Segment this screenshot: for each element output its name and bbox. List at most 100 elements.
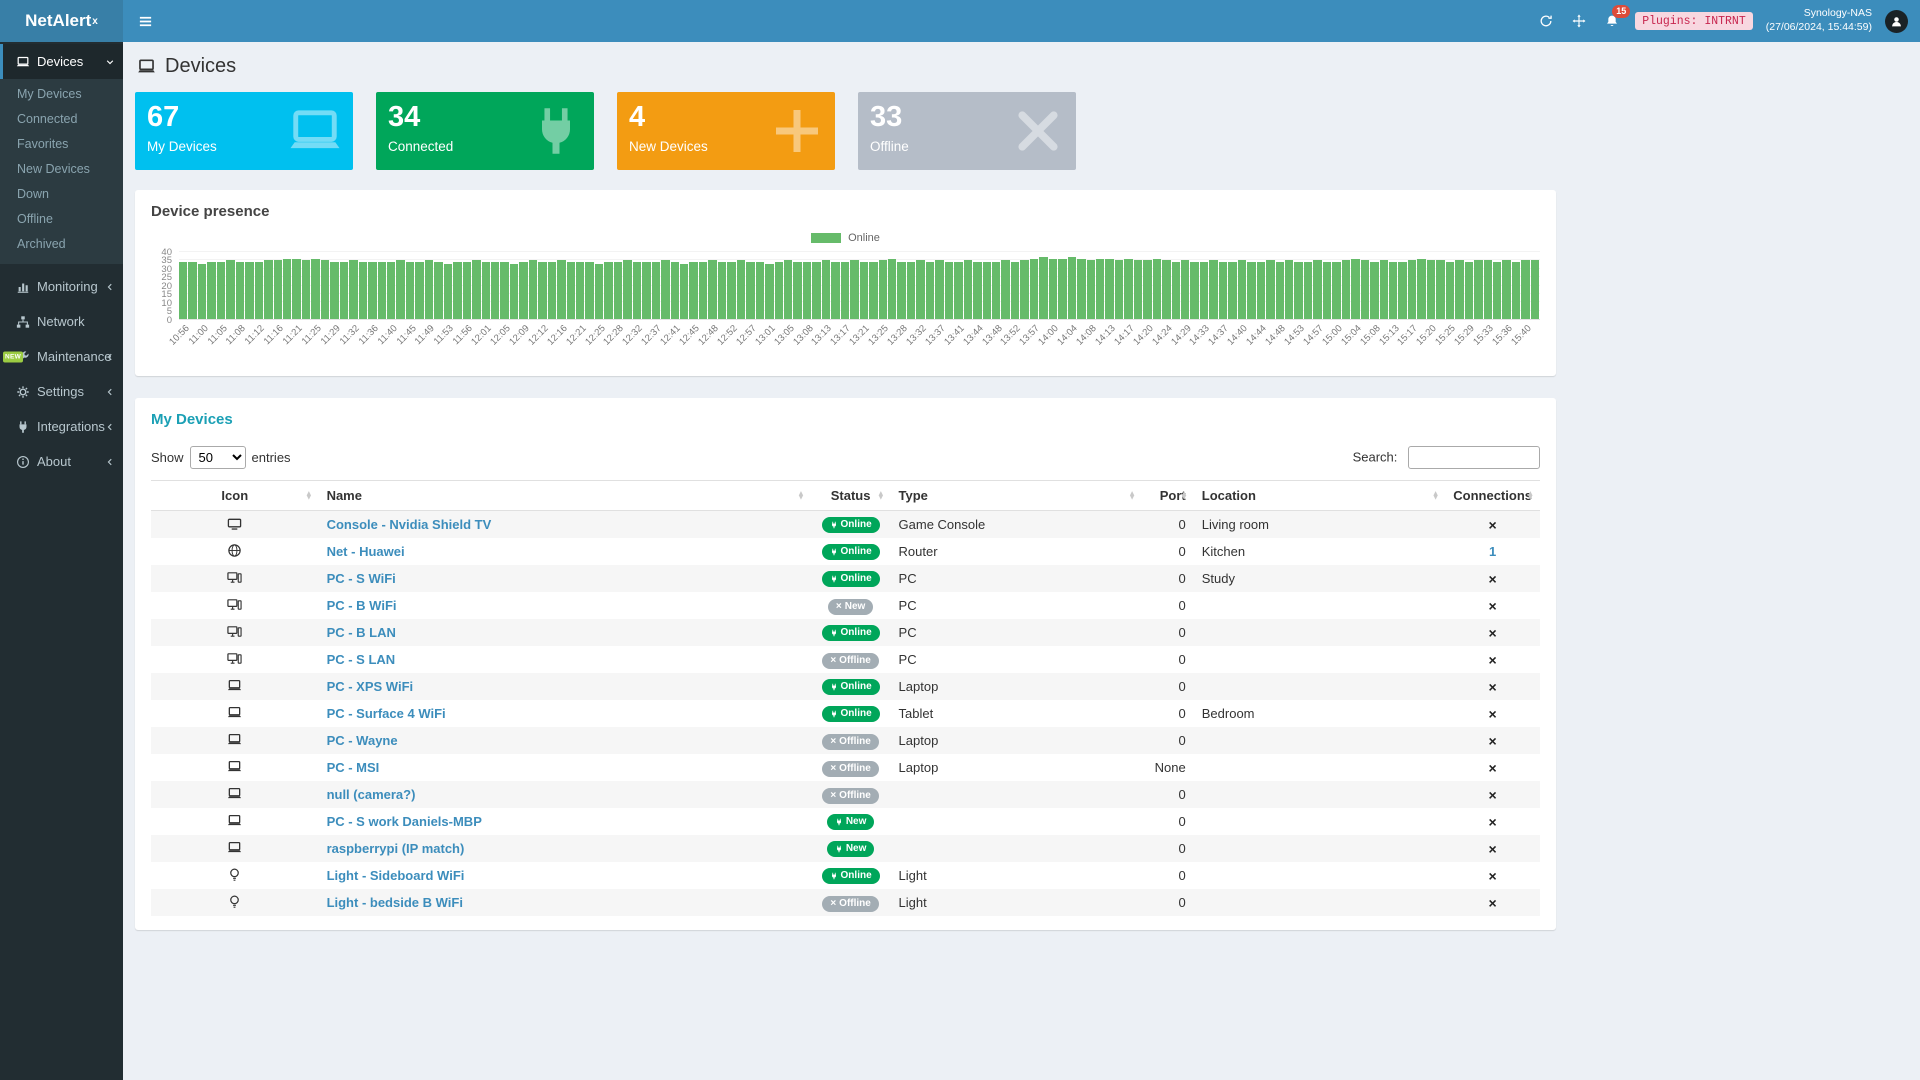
sidebar-subitem-new-devices[interactable]: New Devices bbox=[17, 161, 90, 176]
summary-box-offline[interactable]: 33 Offline bbox=[858, 92, 1076, 170]
sidebar-subitem-offline[interactable]: Offline bbox=[17, 211, 53, 226]
device-name-link[interactable]: PC - S work Daniels-MBP bbox=[326, 814, 482, 829]
connections-x-icon[interactable]: × bbox=[1488, 624, 1497, 641]
connections-x-icon[interactable]: × bbox=[1488, 678, 1497, 695]
device-name-link[interactable]: Light - bedside B WiFi bbox=[326, 895, 463, 910]
connections-x-icon[interactable]: × bbox=[1488, 786, 1497, 803]
chart-bar bbox=[1275, 262, 1285, 319]
sort-icon: ▲ ▼ bbox=[1128, 487, 1136, 502]
laptop-icon bbox=[227, 678, 242, 693]
chart-bar bbox=[1086, 260, 1095, 319]
plugins-status-label[interactable]: Plugins: INTRNT bbox=[1635, 12, 1753, 30]
column-header-port[interactable]: Port ▲ ▼ bbox=[1141, 480, 1194, 511]
column-header-name[interactable]: Name ▲ ▼ bbox=[318, 480, 811, 511]
connections-count-link[interactable]: 1 bbox=[1489, 544, 1497, 559]
sidebar-item-integrations[interactable]: Integrations bbox=[0, 409, 123, 444]
sort-icon: ▲ ▼ bbox=[1526, 487, 1534, 502]
sidebar-subitem-down[interactable]: Down bbox=[17, 186, 49, 201]
status-badge-online: Online bbox=[821, 624, 880, 641]
chart-bar bbox=[1237, 260, 1247, 319]
connections-x-icon[interactable]: × bbox=[1488, 516, 1497, 533]
chart-bar bbox=[1010, 262, 1020, 319]
sidebar-item-label: Integrations bbox=[37, 419, 105, 434]
status-badge-online: Online bbox=[821, 705, 880, 722]
column-header-connections[interactable]: Connections ▲ ▼ bbox=[1445, 480, 1540, 511]
device-status-cell: Online bbox=[811, 511, 891, 539]
device-port-cell: 0 bbox=[1178, 895, 1186, 910]
sidebar-item-network[interactable]: Network bbox=[0, 304, 123, 339]
sidebar-subitem-my-devices[interactable]: My Devices bbox=[17, 86, 82, 101]
chart-bar bbox=[1171, 262, 1181, 319]
column-header-icon[interactable]: Icon ▲ ▼ bbox=[151, 480, 319, 511]
status-badge-label: Online bbox=[840, 681, 872, 692]
chart-bar bbox=[1322, 262, 1332, 319]
device-name-link[interactable]: Net - Huawei bbox=[326, 544, 405, 559]
device-icon-cell bbox=[151, 511, 319, 539]
device-name-link[interactable]: PC - B WiFi bbox=[326, 598, 397, 613]
device-name-cell: PC - MSI bbox=[319, 754, 811, 781]
entries-select[interactable]: 50 bbox=[189, 446, 246, 469]
sidebar-item-monitoring[interactable]: Monitoring bbox=[0, 269, 123, 304]
status-badge-new: × New bbox=[827, 598, 874, 615]
connections-x-icon[interactable]: × bbox=[1488, 651, 1497, 668]
sidebar-item-settings[interactable]: Settings bbox=[0, 374, 123, 409]
refresh-button[interactable] bbox=[1536, 14, 1556, 28]
main-content: Devices 67 My Devices 34 Connected 4 New Devi… bbox=[123, 42, 1920, 1080]
notifications-button[interactable]: 15 bbox=[1602, 5, 1631, 28]
device-name-link[interactable]: PC - XPS WiFi bbox=[326, 679, 414, 694]
chart-bar bbox=[197, 263, 207, 319]
column-header-status[interactable]: Status ▲ ▼ bbox=[810, 480, 891, 511]
device-row: Light - Sideboard WiFi Online Light 0 × bbox=[151, 862, 1540, 889]
chart-bar bbox=[925, 262, 935, 319]
connections-x-icon[interactable]: × bbox=[1488, 813, 1497, 830]
device-name-link[interactable]: PC - S LAN bbox=[326, 652, 396, 667]
device-name-link[interactable]: PC - S WiFi bbox=[326, 571, 396, 586]
connections-x-icon[interactable]: × bbox=[1488, 597, 1497, 614]
connections-x-icon[interactable]: × bbox=[1488, 570, 1497, 587]
summary-box-new-devices[interactable]: 4 New Devices bbox=[617, 92, 835, 170]
device-name-link[interactable]: PC - B LAN bbox=[326, 625, 396, 640]
chart-bar bbox=[292, 258, 301, 319]
column-header-location[interactable]: Location ▲ ▼ bbox=[1193, 480, 1446, 511]
sidebar-item-devices[interactable]: Devices bbox=[0, 44, 123, 79]
device-name-link[interactable]: Light - Sideboard WiFi bbox=[326, 868, 465, 883]
connections-x-icon[interactable]: × bbox=[1488, 894, 1497, 911]
app-logo[interactable]: NetAlert x bbox=[0, 0, 123, 42]
device-name-link[interactable]: raspberrypi (IP match) bbox=[326, 841, 465, 856]
plug-icon bbox=[830, 521, 838, 529]
device-name-link[interactable]: null (camera?) bbox=[326, 787, 416, 802]
sidebar-item-maintenance[interactable]: NEW Maintenance bbox=[0, 339, 123, 374]
search-input[interactable] bbox=[1408, 446, 1540, 469]
connections-x-icon[interactable]: × bbox=[1488, 759, 1497, 776]
sidebar-item-about[interactable]: About bbox=[0, 444, 123, 479]
plug-icon bbox=[830, 548, 838, 556]
chart-bar bbox=[1521, 260, 1530, 319]
sidebar-subitem-connected[interactable]: Connected bbox=[17, 111, 78, 126]
column-header-label: Connections bbox=[1453, 488, 1532, 503]
chart-bar bbox=[320, 260, 330, 319]
connections-x-icon[interactable]: × bbox=[1488, 840, 1497, 857]
move-button[interactable] bbox=[1569, 14, 1589, 28]
chevron-down-icon bbox=[105, 57, 115, 67]
column-header-type[interactable]: Type ▲ ▼ bbox=[890, 480, 1142, 511]
summary-box-connected[interactable]: 34 Connected bbox=[376, 92, 594, 170]
sidebar-subitem-favorites[interactable]: Favorites bbox=[17, 136, 69, 151]
chart-bar bbox=[377, 262, 386, 319]
device-type-cell: Light bbox=[898, 895, 927, 910]
summary-box-my-devices[interactable]: 67 My Devices bbox=[135, 92, 353, 170]
device-name-link[interactable]: PC - MSI bbox=[326, 760, 380, 775]
sidebar-subitem-archived[interactable]: Archived bbox=[17, 236, 66, 251]
device-name-link[interactable]: PC - Surface 4 WiFi bbox=[326, 706, 446, 721]
connections-x-icon[interactable]: × bbox=[1488, 705, 1497, 722]
user-avatar[interactable] bbox=[1885, 9, 1908, 33]
connections-x-icon[interactable]: × bbox=[1488, 867, 1497, 884]
device-name-link[interactable]: Console - Nvidia Shield TV bbox=[326, 517, 492, 532]
device-row: raspberrypi (IP match) New 0 × bbox=[151, 835, 1540, 862]
device-name-link[interactable]: PC - Wayne bbox=[326, 733, 398, 748]
device-type-cell: PC bbox=[898, 652, 917, 667]
connections-x-icon[interactable]: × bbox=[1488, 732, 1497, 749]
chart-bar bbox=[963, 260, 973, 319]
sidebar-toggle-button[interactable] bbox=[123, 0, 167, 42]
chart-legend[interactable]: Online bbox=[151, 232, 1540, 244]
summary-boxes: 67 My Devices 34 Connected 4 New Devices 33 Off… bbox=[135, 92, 1908, 170]
